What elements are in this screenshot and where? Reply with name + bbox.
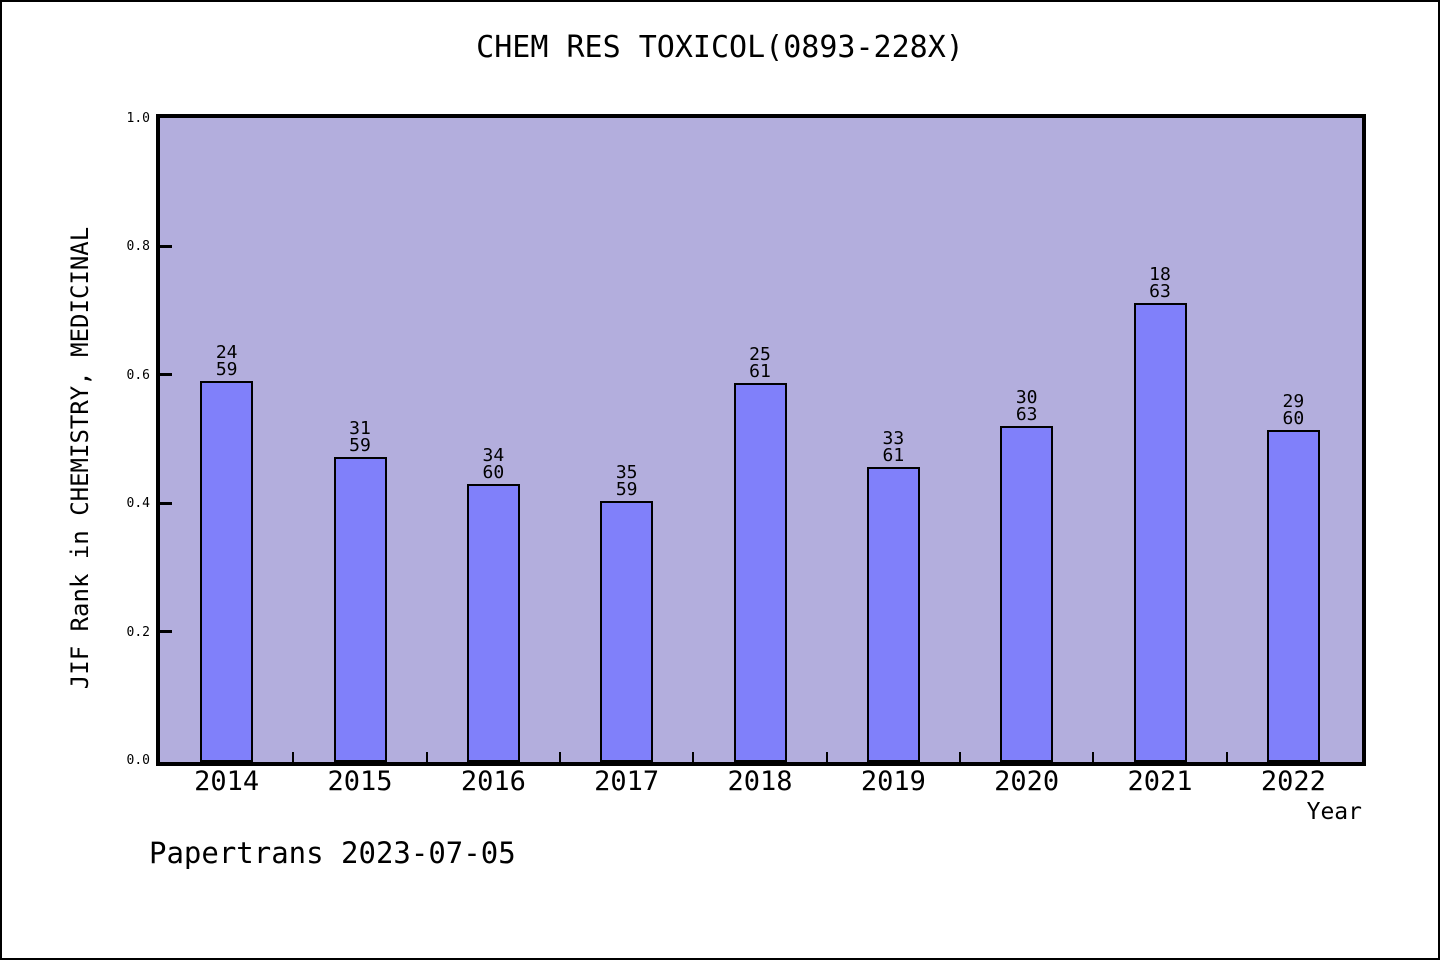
bar-2016	[466, 484, 520, 762]
bar-value-label-2018: 25 61	[749, 344, 771, 382]
y-tick-label-0.8: 0.8	[126, 239, 150, 255]
y-tick-label-0.0: 0.0	[126, 753, 150, 768]
x-tick-mark	[1092, 752, 1095, 762]
x-tick-label-2021: 2021	[1127, 766, 1193, 797]
bar-2014	[200, 381, 254, 762]
x-tick-mark	[559, 752, 561, 762]
y-tick-label-0.4: 0.4	[126, 496, 150, 512]
y-tick-mark	[160, 501, 172, 505]
y-tick-label-0.2: 0.2	[126, 624, 150, 640]
chart-title: CHEM RES TOXICOL(0893-228X)	[476, 30, 964, 65]
x-tick-label-2015: 2015	[327, 766, 393, 797]
bar-value-label-2015: 31 59	[349, 418, 371, 456]
y-axis-label: JIF Rank in CHEMISTRY, MEDICINAL	[66, 226, 94, 690]
bar-2018	[733, 383, 787, 762]
plot-area: 24 59 31 59 34 60 35 59 25 61 33 61 30 63 18 63…	[156, 114, 1366, 766]
bar-2019	[866, 467, 920, 762]
bar-2020	[1000, 426, 1054, 762]
y-tick-label-1.0: 1.0	[126, 111, 150, 126]
x-tick-mark	[825, 752, 828, 762]
bar-value-label-2014: 24 59	[215, 342, 238, 380]
x-tick-label-2022: 2022	[1260, 766, 1326, 797]
x-tick-label-2017: 2017	[594, 766, 660, 797]
x-tick-label-2014: 2014	[194, 766, 260, 797]
footer-note: Papertrans 2023-07-05	[149, 836, 516, 870]
bar-value-label-2019: 33 61	[882, 428, 905, 466]
bar-2015	[333, 457, 387, 762]
x-tick-mark	[959, 752, 961, 762]
bar-value-label-2016: 34 60	[482, 445, 505, 483]
bar-value-label-2017: 35 59	[615, 462, 638, 500]
x-tick-label-2016: 2016	[460, 766, 526, 797]
y-tick-label-0.6: 0.6	[126, 367, 150, 383]
bar-value-label-2020: 30 63	[1015, 387, 1038, 425]
x-tick-label-2018: 2018	[727, 766, 793, 797]
bar-2022	[1266, 430, 1320, 762]
y-tick-mark	[160, 630, 172, 634]
y-tick-mark	[160, 244, 172, 248]
x-tick-label-2020: 2020	[994, 766, 1060, 797]
x-tick-mark	[425, 752, 428, 762]
x-axis-label: Year	[1306, 799, 1362, 825]
y-tick-mark	[160, 373, 172, 377]
x-tick-mark	[292, 752, 295, 762]
bar-value-label-2021: 18 63	[1149, 264, 1171, 302]
bar-2017	[600, 501, 654, 762]
bar-value-label-2022: 29 60	[1282, 391, 1305, 429]
x-tick-label-2019: 2019	[860, 766, 926, 797]
bar-2021	[1133, 303, 1187, 762]
x-tick-mark	[1225, 752, 1228, 762]
x-tick-mark	[692, 752, 695, 762]
